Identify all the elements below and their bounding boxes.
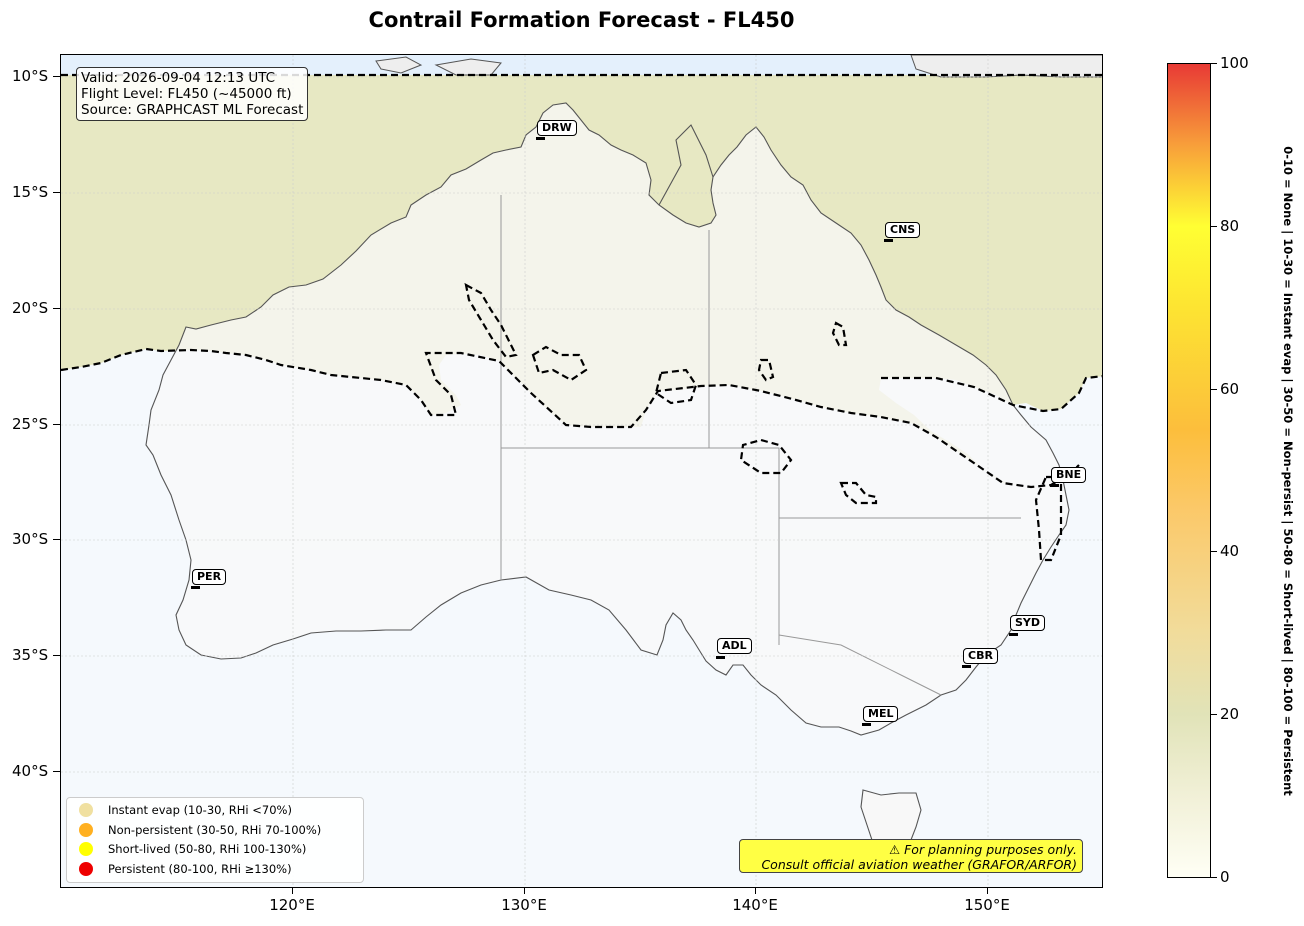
airport-marker <box>536 137 545 140</box>
legend-dot-icon <box>79 862 93 876</box>
map-legend: Instant evap (10-30, RHi <70%) Non-persi… <box>66 797 364 883</box>
lon-tick <box>524 888 525 894</box>
lat-label-40s: 40°S <box>12 762 49 780</box>
airport-label-per[interactable]: PER <box>192 569 227 585</box>
airport-marker <box>1009 633 1018 636</box>
state-borders <box>500 195 1021 696</box>
lat-label-10s: 10°S <box>12 67 49 85</box>
airport-label-bne[interactable]: BNE <box>1051 467 1087 483</box>
legend-label: Non-persistent (30-50, RHi 70-100%) <box>108 823 322 837</box>
lon-tick <box>755 888 756 894</box>
flight-level: Flight Level: FL450 (~45000 ft) <box>81 86 292 102</box>
airport-marker <box>716 656 725 659</box>
legend-dot-icon <box>79 803 93 817</box>
lat-tick <box>53 655 60 656</box>
colorbar-label-100: 100 <box>1220 54 1249 72</box>
legend-item-persistent: Persistent (80-100, RHi ≥130%) <box>79 860 292 878</box>
lat-label-30s: 30°S <box>12 530 49 548</box>
colorbar-description: 0-10 = None | 10-30 = Instant evap | 30-… <box>1278 74 1298 868</box>
forecast-source: Source: GRAPHCAST ML Forecast <box>81 102 304 118</box>
airport-label-adl[interactable]: ADL <box>717 638 752 654</box>
indonesia-islands <box>375 56 502 76</box>
map-title: Contrail Formation Forecast - FL450 <box>368 8 795 32</box>
lon-label-150e: 150°E <box>964 896 1010 914</box>
lon-label-140e: 140°E <box>732 896 778 914</box>
planning-disclaimer: ⚠ For planning purposes only. Consult of… <box>739 839 1083 873</box>
legend-dot-icon <box>79 823 93 837</box>
airport-marker <box>962 665 971 668</box>
colorbar-tick <box>1211 389 1217 390</box>
australia-landmass <box>145 102 1070 736</box>
colorbar-label-80: 80 <box>1220 217 1240 235</box>
legend-item-instant-evap: Instant evap (10-30, RHi <70%) <box>79 801 292 819</box>
valid-time: Valid: 2026-09-04 12:13 UTC <box>81 70 276 86</box>
colorbar-description-text: 0-10 = None | 10-30 = Instant evap | 30-… <box>1281 146 1295 796</box>
ocean-north-band <box>61 55 1102 75</box>
legend-label: Instant evap (10-30, RHi <70%) <box>108 803 292 817</box>
lat-label-15s: 15°S <box>12 183 49 201</box>
colorbar-label-20: 20 <box>1220 705 1240 723</box>
legend-dot-icon <box>79 842 93 856</box>
map-canvas[interactable] <box>60 54 1103 888</box>
airport-marker <box>862 723 871 726</box>
lon-label-120e: 120°E <box>269 896 315 914</box>
colorbar-label-0: 0 <box>1220 868 1230 886</box>
airport-label-syd[interactable]: SYD <box>1010 615 1046 631</box>
lat-label-35s: 35°S <box>12 646 49 664</box>
colorbar-tick <box>1211 877 1217 878</box>
lat-tick <box>53 192 60 193</box>
lat-tick <box>53 424 60 425</box>
lat-tick <box>53 771 60 772</box>
legend-label: Short-lived (50-80, RHi 100-130%) <box>108 842 307 856</box>
colorbar-tick <box>1211 63 1217 64</box>
colorbar-tick <box>1211 551 1217 552</box>
lat-tick <box>53 76 60 77</box>
gulf-of-carpentaria <box>658 124 714 206</box>
map-svg <box>61 55 1102 887</box>
lat-label-20s: 20°S <box>12 299 49 317</box>
colorbar-label-40: 40 <box>1220 542 1240 560</box>
airport-marker <box>884 239 893 242</box>
lon-label-130e: 130°E <box>501 896 547 914</box>
disclaimer-line1: ⚠ For planning purposes only. <box>889 842 1077 857</box>
airport-label-mel[interactable]: MEL <box>863 706 899 722</box>
lat-tick <box>53 539 60 540</box>
legend-label: Persistent (80-100, RHi ≥130%) <box>108 862 292 876</box>
airport-marker <box>191 586 200 589</box>
forecast-info-box: Valid: 2026-09-04 12:13 UTC Flight Level… <box>76 67 309 121</box>
lon-tick <box>292 888 293 894</box>
airport-label-cbr[interactable]: CBR <box>963 648 998 664</box>
airport-label-cns[interactable]: CNS <box>885 222 921 238</box>
airport-label-drw[interactable]: DRW <box>537 120 577 136</box>
colorbar-label-60: 60 <box>1220 380 1240 398</box>
lat-label-25s: 25°S <box>12 415 49 433</box>
airport-marker <box>1050 484 1059 487</box>
colorbar <box>1167 63 1211 878</box>
contrail-boundary <box>61 73 1102 562</box>
lon-tick <box>987 888 988 894</box>
disclaimer-line2: Consult official aviation weather (GRAFO… <box>761 857 1077 872</box>
new-guinea <box>910 55 1102 78</box>
legend-item-short-lived: Short-lived (50-80, RHi 100-130%) <box>79 840 306 858</box>
legend-item-non-persistent: Non-persistent (30-50, RHi 70-100%) <box>79 821 321 839</box>
lat-tick <box>53 308 60 309</box>
colorbar-tick <box>1211 226 1217 227</box>
colorbar-tick <box>1211 714 1217 715</box>
